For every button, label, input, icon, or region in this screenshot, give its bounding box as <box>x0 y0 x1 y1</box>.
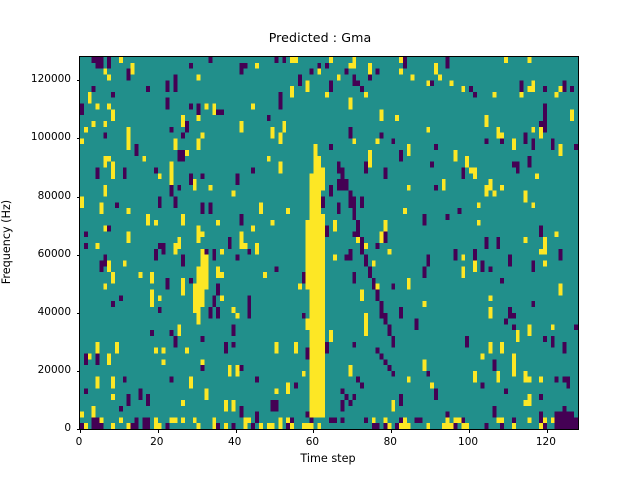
x-tick-label: 120 <box>535 436 556 448</box>
y-tick-label: 80000 <box>37 189 71 202</box>
y-tick-label: 40000 <box>37 305 71 318</box>
y-tick-mark <box>76 80 80 82</box>
x-tick-label: 100 <box>458 436 479 448</box>
chart-title: Predicted : Gma <box>268 30 372 45</box>
x-axis-label: Time step <box>300 452 356 465</box>
x-tick-mark <box>313 429 315 433</box>
y-tick-label: 20000 <box>37 363 71 376</box>
y-tick-mark <box>76 312 80 314</box>
y-tick-label: 60000 <box>37 247 71 260</box>
x-tick-mark <box>469 429 471 433</box>
y-tick-mark <box>76 196 80 198</box>
x-tick-label: 80 <box>383 436 397 448</box>
y-tick-mark <box>76 429 80 430</box>
y-tick-mark <box>76 138 80 140</box>
y-axis-tick-labels: 0 20000 40000 60000 80000 100000 120000 <box>0 56 71 434</box>
x-axis-tick-labels: 0 20 40 60 80 100 120 <box>76 56 577 448</box>
heatmap-image <box>80 57 578 429</box>
y-tick-mark <box>76 254 80 256</box>
y-axis-label: Frequency (Hz) <box>0 199 13 285</box>
y-tick-label: 100000 <box>30 131 71 144</box>
x-tick-label: 40 <box>227 436 242 448</box>
y-tick-mark <box>76 370 80 372</box>
x-tick-label: 0 <box>75 436 83 448</box>
x-tick-mark <box>235 429 237 433</box>
x-tick-mark <box>80 429 81 433</box>
x-tick-mark <box>391 429 393 433</box>
y-tick-label: 0 <box>64 422 71 434</box>
y-tick-label: 120000 <box>30 73 71 86</box>
heatmap-axes <box>76 56 579 433</box>
x-tick-label: 60 <box>305 436 320 448</box>
x-tick-mark <box>157 429 159 433</box>
x-tick-mark <box>546 429 548 433</box>
x-tick-label: 20 <box>150 436 164 448</box>
